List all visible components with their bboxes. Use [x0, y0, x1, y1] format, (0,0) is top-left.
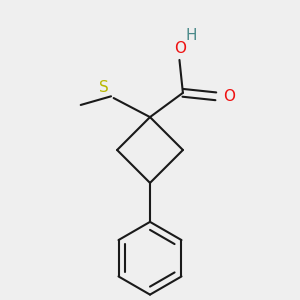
Text: S: S [99, 80, 108, 94]
Text: O: O [174, 41, 186, 56]
Text: H: H [186, 28, 197, 43]
Text: O: O [223, 89, 235, 104]
